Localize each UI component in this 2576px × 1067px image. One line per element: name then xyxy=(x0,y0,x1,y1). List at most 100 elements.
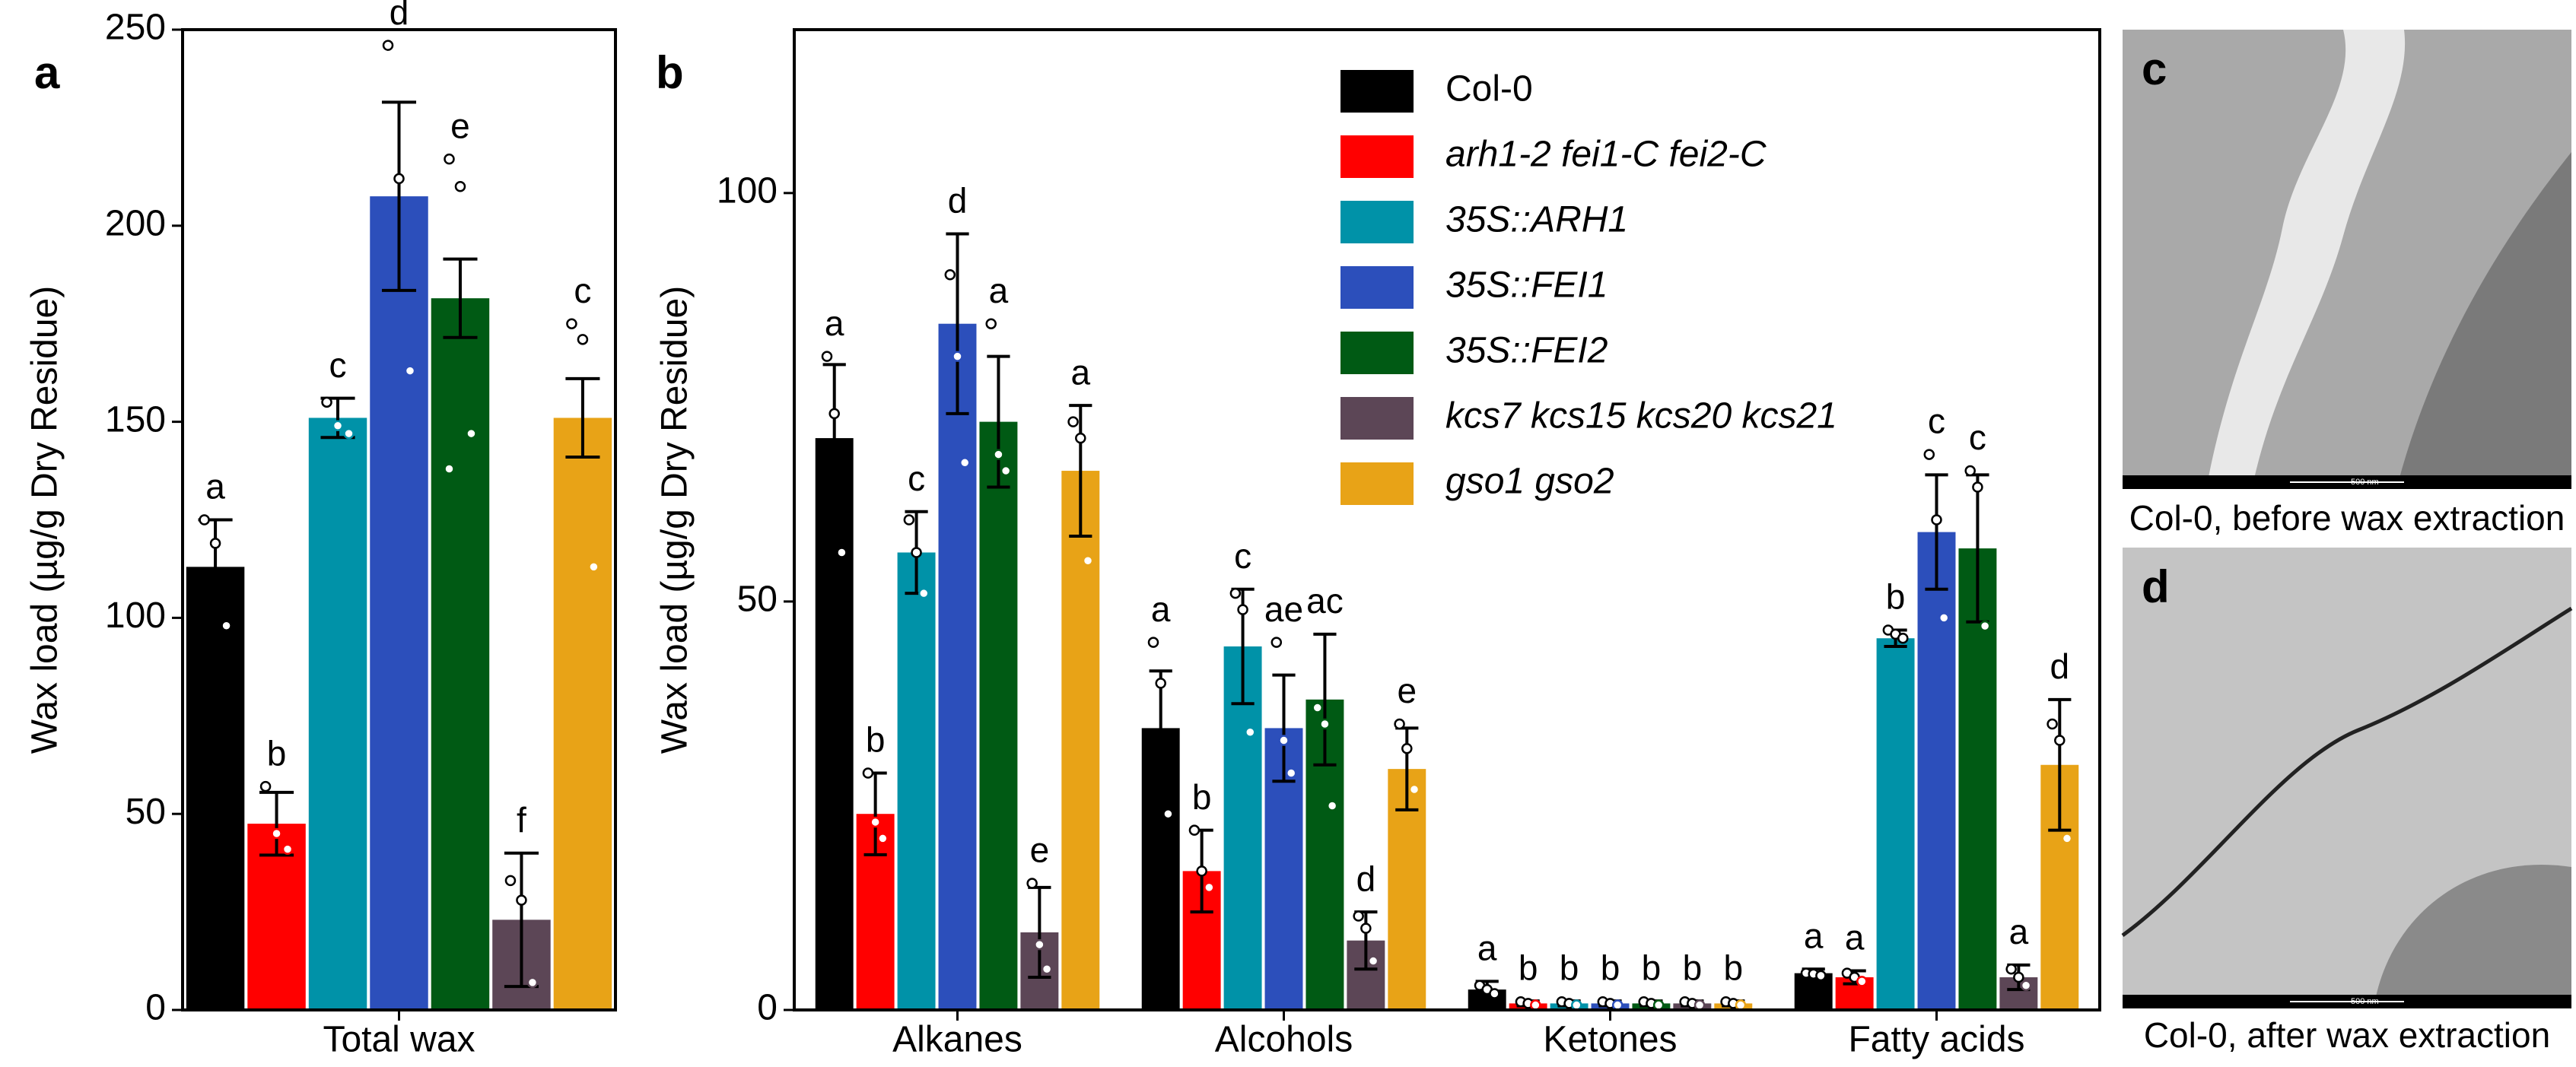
significance-label: a xyxy=(989,271,1009,310)
significance-label: d xyxy=(1356,859,1376,898)
data-point xyxy=(1931,514,1942,526)
significance-label: b xyxy=(1723,948,1743,987)
data-point xyxy=(918,587,930,599)
x-tick-label: Ketones xyxy=(1543,1020,1677,1060)
y-tick-label: 0 xyxy=(757,988,778,1028)
significance-label: b xyxy=(1601,948,1620,987)
legend-label: gso1 gso2 xyxy=(1445,462,1614,502)
significance-label: b xyxy=(1683,948,1703,987)
data-point xyxy=(577,334,589,345)
bar xyxy=(938,323,977,1010)
significance-label: e xyxy=(1030,830,1050,870)
significance-label: c xyxy=(329,345,347,385)
y-axis-label: Wax load (µg/g Dry Residue) xyxy=(25,286,65,754)
data-point xyxy=(588,561,599,573)
data-point xyxy=(393,173,405,185)
data-point xyxy=(1571,999,1582,1011)
bar xyxy=(370,196,428,1010)
significance-label: ac xyxy=(1306,581,1344,621)
y-tick-label: 0 xyxy=(145,988,166,1028)
data-point xyxy=(1026,878,1038,889)
data-point xyxy=(2061,833,2073,844)
data-point xyxy=(1312,702,1323,713)
data-point xyxy=(259,780,272,792)
data-point xyxy=(2046,718,2058,730)
micrograph-c: 500 nm c Col-0, before wax extraction xyxy=(2123,30,2571,538)
bar xyxy=(897,552,936,1010)
data-point xyxy=(1285,767,1297,779)
panel: 0 50 100 Wax load (µg/g Dry Residue) Alkanes… xyxy=(655,28,2101,1060)
significance-label: d xyxy=(948,181,968,221)
data-point xyxy=(221,620,232,631)
legend-label: 35S::ARH1 xyxy=(1445,200,1628,240)
caption: Col-0, before wax extraction xyxy=(2129,498,2565,538)
data-point xyxy=(199,514,210,526)
y-tick-label: 250 xyxy=(105,8,166,48)
data-point xyxy=(1000,465,1012,477)
legend-swatch xyxy=(1340,266,1414,309)
legend-swatch xyxy=(1340,332,1414,374)
significance-label: a xyxy=(825,303,844,343)
scale-label: 500 nm xyxy=(2351,997,2379,1006)
data-point xyxy=(944,269,956,281)
data-point xyxy=(332,420,344,432)
significance-label: e xyxy=(1397,671,1417,710)
data-point xyxy=(1401,743,1413,754)
significance-label: c xyxy=(1234,536,1251,576)
data-point xyxy=(952,351,963,362)
data-point xyxy=(1394,718,1405,730)
data-point xyxy=(1815,970,1827,982)
y-tick-label: 200 xyxy=(105,203,166,243)
y-tick-label: 50 xyxy=(737,580,778,620)
bar xyxy=(1917,532,1956,1010)
significance-label: b xyxy=(1519,948,1538,987)
y-tick-label: 50 xyxy=(126,792,166,832)
legend-label: arh1-2 fei1-C fei2-C xyxy=(1445,135,1767,175)
legend-label: 35S::FEI2 xyxy=(1445,331,1608,371)
data-point xyxy=(1196,865,1207,877)
panel-letter: a xyxy=(34,47,60,98)
bar xyxy=(553,418,612,1010)
bar xyxy=(186,567,245,1010)
frame xyxy=(793,28,2101,1011)
y-tick-label: 100 xyxy=(717,171,778,211)
data-point xyxy=(1245,726,1256,738)
data-point xyxy=(1326,800,1338,811)
data-point xyxy=(2054,735,2066,746)
data-point xyxy=(1367,955,1379,967)
significance-label: a xyxy=(1804,916,1824,955)
data-point xyxy=(1082,554,1094,567)
x-tick-label: Fatty acids xyxy=(1848,1020,2024,1060)
significance-label: a xyxy=(205,467,225,507)
significance-label: a xyxy=(1070,352,1090,392)
wall xyxy=(2206,30,2406,489)
y-tick-label: 150 xyxy=(105,399,166,440)
data-point xyxy=(1278,735,1290,746)
panel-letter: b xyxy=(656,47,684,98)
significance-label: b xyxy=(267,733,287,773)
data-point xyxy=(1188,824,1201,836)
data-point xyxy=(836,547,848,558)
data-point xyxy=(526,976,539,989)
data-point xyxy=(1530,999,1541,1011)
significance-label: a xyxy=(1151,589,1171,629)
bar xyxy=(1223,646,1262,1010)
significance-label: c xyxy=(1969,418,1986,457)
cell xyxy=(2396,152,2571,489)
data-point xyxy=(209,538,221,549)
data-point xyxy=(959,457,971,468)
data-point xyxy=(1271,637,1283,648)
data-point xyxy=(1162,808,1174,820)
bar xyxy=(1061,471,1100,1010)
data-point xyxy=(1652,999,1665,1011)
data-point xyxy=(985,318,997,329)
data-point xyxy=(1229,587,1242,599)
caption: Col-0, after wax extraction xyxy=(2144,1015,2550,1055)
data-point xyxy=(1204,881,1215,894)
data-point xyxy=(2005,964,2017,975)
data-point xyxy=(1897,633,1909,644)
data-point xyxy=(271,827,282,840)
legend-swatch xyxy=(1340,201,1414,243)
data-point xyxy=(454,180,466,192)
